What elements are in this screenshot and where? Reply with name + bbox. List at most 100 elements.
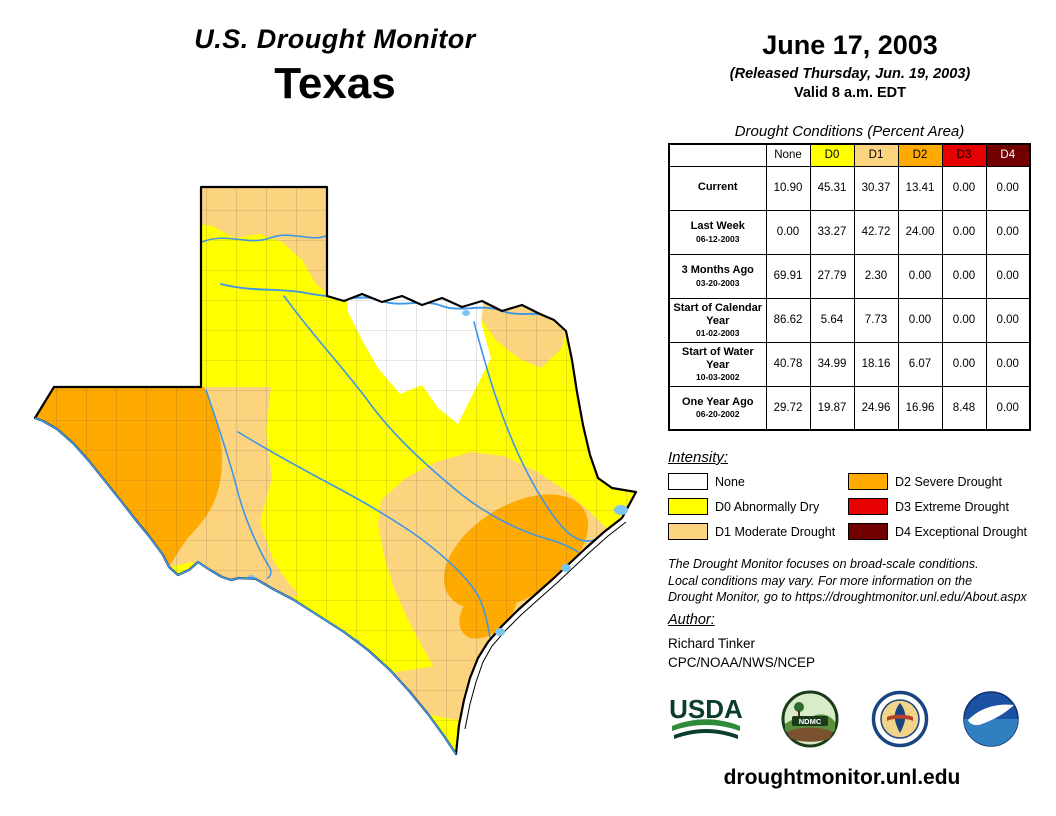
legend-label: D1 Moderate Drought <box>715 524 836 539</box>
report-date: June 17, 2003 <box>762 30 938 60</box>
colorado-river <box>237 431 491 639</box>
value-cell: 0.00 <box>941 209 987 255</box>
legend-item: None <box>668 469 835 494</box>
row-date: 01-02-2003 <box>696 327 740 338</box>
row-label: Start of Water Year <box>681 346 754 371</box>
legend-swatch-d0 <box>668 498 708 515</box>
ndmc-tree <box>793 702 804 712</box>
map-barrier-island <box>464 521 627 730</box>
brazos-river <box>283 295 579 553</box>
rio-grande-river <box>34 417 457 755</box>
column-header-d1: D1 <box>853 143 899 167</box>
legend-swatch-d4 <box>848 523 888 540</box>
ndmc-banner <box>791 716 828 726</box>
value-cell: 0.00 <box>985 165 1031 211</box>
ndmc-wordmark: NDMC <box>798 717 821 726</box>
value-cell: 7.73 <box>853 297 899 343</box>
pecos-river <box>205 389 272 579</box>
row-label: One Year Ago <box>681 396 754 409</box>
value-cell: 0.00 <box>985 253 1031 299</box>
value-cell: 0.00 <box>985 297 1031 343</box>
value-cell: 0.00 <box>897 253 943 299</box>
table-corner-cell <box>668 143 767 167</box>
disclaimer-line: The Drought Monitor focuses on broad-sca… <box>668 557 979 571</box>
commerce-wings-icon <box>887 714 914 721</box>
value-cell: 33.27 <box>809 209 855 255</box>
column-header-d0: D0 <box>809 143 855 167</box>
row-label-cell: Current <box>668 165 767 211</box>
date-block: June 17, 2003 (Released Thursday, Jun. 1… <box>688 30 1012 101</box>
table-row: Start of Calendar Year 01-02-2003 86.62 … <box>668 297 1031 343</box>
author-org: CPC/NOAA/NWS/NCEP <box>668 655 816 670</box>
value-cell: 29.72 <box>765 385 811 431</box>
legend-item: D4 Exceptional Drought <box>848 519 1027 544</box>
noaa-bird-icon <box>967 704 1014 726</box>
row-label-cell: One Year Ago 06-20-2002 <box>668 385 767 431</box>
value-cell: 69.91 <box>765 253 811 299</box>
table-row: 3 Months Ago 03-20-2003 69.91 27.79 2.30… <box>668 253 1031 299</box>
usda-wordmark: USDA <box>669 694 743 724</box>
value-cell: 24.96 <box>853 385 899 431</box>
map-panel <box>26 180 671 780</box>
table-caption: Drought Conditions (Percent Area) <box>734 123 965 140</box>
valid-time: Valid 8 a.m. EDT <box>793 85 906 101</box>
noaa-sea <box>963 719 1018 746</box>
row-date: 06-12-2003 <box>696 233 740 244</box>
value-cell: 0.00 <box>941 253 987 299</box>
column-header-d3: D3 <box>941 143 987 167</box>
value-cell: 34.99 <box>809 341 855 387</box>
texas-drought-map <box>33 185 638 756</box>
value-cell: 0.00 <box>985 385 1031 431</box>
row-label: Last Week <box>690 220 745 233</box>
column-header-none: None <box>765 143 811 167</box>
value-cell: 0.00 <box>941 297 987 343</box>
ndmc-trunk <box>797 710 800 716</box>
value-cell: 6.07 <box>897 341 943 387</box>
row-date: 03-20-2003 <box>696 277 740 288</box>
column-header-d2: D2 <box>897 143 943 167</box>
table-row: Last Week 06-12-2003 0.00 33.27 42.72 24… <box>668 209 1031 255</box>
legend-label: D0 Abnormally Dry <box>715 499 820 514</box>
row-label-cell: 3 Months Ago 03-20-2003 <box>668 253 767 299</box>
table-row: Current 10.90 45.31 30.37 13.41 0.00 0.0… <box>668 165 1031 211</box>
disclaimer-line: Drought Monitor, go to https://droughtmo… <box>668 590 1027 604</box>
row-label: Current <box>697 181 738 194</box>
legend-swatch-d2 <box>848 473 888 490</box>
value-cell: 0.00 <box>941 165 987 211</box>
value-cell: 8.48 <box>941 385 987 431</box>
value-cell: 0.00 <box>941 341 987 387</box>
legend-heading: Intensity: <box>668 449 729 466</box>
value-cell: 2.30 <box>853 253 899 299</box>
legend-label: D4 Exceptional Drought <box>895 524 1028 539</box>
row-label: 3 Months Ago <box>681 264 754 277</box>
title-block: U.S. Drought Monitor Texas <box>75 24 595 109</box>
trinity-river <box>473 321 595 542</box>
author-name: Richard Tinker <box>668 636 756 651</box>
value-cell: 45.31 <box>809 165 855 211</box>
value-cell: 19.87 <box>809 385 855 431</box>
value-cell: 27.79 <box>809 253 855 299</box>
canadian-river <box>201 234 327 243</box>
commerce-seal-logo <box>872 690 929 748</box>
noaa-logo <box>963 691 1019 747</box>
row-date: 10-03-2002 <box>696 371 740 382</box>
value-cell: 0.00 <box>765 209 811 255</box>
legend-swatch-d1 <box>668 523 708 540</box>
legend-item: D2 Severe Drought <box>848 469 1027 494</box>
value-cell: 0.00 <box>897 297 943 343</box>
map-bays <box>495 505 628 636</box>
legend-swatch-d3 <box>848 498 888 515</box>
legend-swatch-none <box>668 473 708 490</box>
legend-label: D3 Extreme Drought <box>895 499 1009 514</box>
row-label-cell: Start of Water Year 10-03-2002 <box>668 341 767 387</box>
value-cell: 13.41 <box>897 165 943 211</box>
released-date: (Released Thursday, Jun. 19, 2003) <box>729 66 971 82</box>
value-cell: 30.37 <box>853 165 899 211</box>
value-cell: 0.00 <box>985 341 1031 387</box>
disclaimer-line: Local conditions may vary. For more info… <box>668 573 973 588</box>
usda-swoosh <box>672 719 740 731</box>
author-heading: Author: <box>668 612 715 628</box>
legend-column-right: D2 Severe Drought D3 Extreme Drought D4 … <box>848 469 1027 544</box>
value-cell: 42.72 <box>853 209 899 255</box>
